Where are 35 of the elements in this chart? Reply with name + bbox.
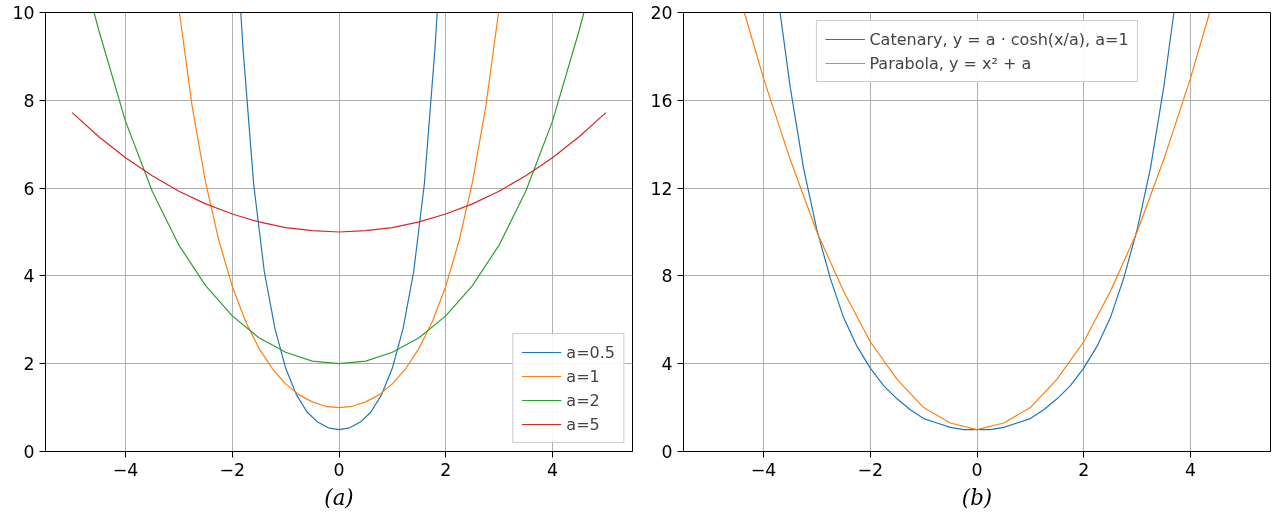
legend-label: Parabola, y = x² + a xyxy=(869,53,1032,73)
y-tick-label: 8 xyxy=(661,266,673,287)
y-tick-label: 16 xyxy=(650,90,673,111)
line-series xyxy=(240,12,438,431)
text: (b) xyxy=(961,484,993,510)
text: (a) xyxy=(324,484,354,510)
y-tick-label: 4 xyxy=(661,354,673,375)
x-tick-label: −4 xyxy=(750,459,777,480)
y-tick-label: 2 xyxy=(23,354,35,375)
x-tick-label: 2 xyxy=(1078,459,1090,480)
y-tick-label: 0 xyxy=(23,442,35,462)
y-tick-label: 12 xyxy=(650,178,673,199)
x-tick-label: −4 xyxy=(112,459,139,480)
legend-label: a=5 xyxy=(566,414,600,434)
x-tick-label: −2 xyxy=(857,459,884,480)
x-tick-label: 0 xyxy=(333,459,345,480)
legend-label: Catenary, y = a · cosh(x/a), a=1 xyxy=(869,29,1129,49)
legend-label: a=1 xyxy=(566,366,600,386)
y-tick-label: 20 xyxy=(650,3,673,23)
legend-label: a=0.5 xyxy=(566,342,615,362)
x-tick-label: 2 xyxy=(440,459,452,480)
line-series xyxy=(178,12,500,409)
y-tick-label: 8 xyxy=(23,90,35,111)
x-tick-label: 4 xyxy=(1184,459,1196,480)
y-tick-label: 4 xyxy=(23,266,35,287)
line-series xyxy=(71,111,607,233)
x-tick-label: 4 xyxy=(546,459,558,480)
line-series xyxy=(743,12,1211,431)
y-tick-label: 6 xyxy=(23,178,35,199)
x-tick-label: −2 xyxy=(219,459,246,480)
legend-label: a=2 xyxy=(566,390,600,410)
line-series xyxy=(779,12,1175,431)
y-tick-label: 0 xyxy=(661,442,673,462)
x-tick-label: 0 xyxy=(971,459,983,480)
y-tick-label: 10 xyxy=(12,3,35,23)
